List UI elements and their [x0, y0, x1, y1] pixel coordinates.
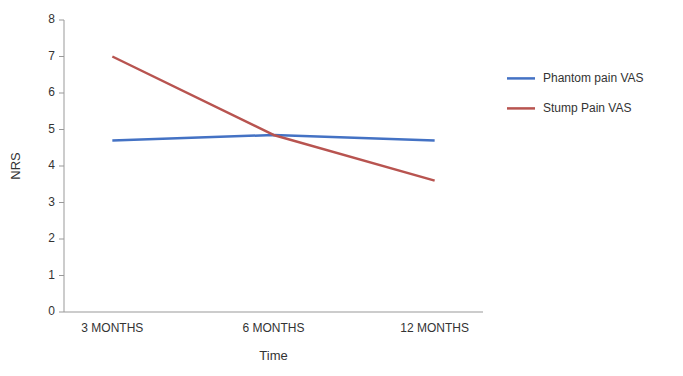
- y-tick-label: 4: [48, 158, 55, 172]
- series-line: [112, 57, 434, 181]
- x-tick-label: 12 MONTHS: [400, 321, 469, 335]
- legend-label: Phantom pain VAS: [543, 71, 644, 85]
- chart-container: 0 1 2 3 4 5 6 7 8 3 MONTHS 6 MONTHS 12 MONTHS Time NR…: [0, 0, 683, 376]
- legend: Phantom pain VAS Stump Pain VAS: [507, 71, 644, 115]
- y-tick: [59, 20, 64, 21]
- y-tick-label: 3: [48, 195, 55, 209]
- y-tick-label: 6: [48, 85, 55, 99]
- y-tick-label: 0: [48, 304, 55, 318]
- y-axis-label: NRS: [8, 152, 23, 180]
- y-tick: [59, 129, 64, 130]
- y-tick-label: 5: [48, 122, 55, 136]
- y-tick-label: 7: [48, 49, 55, 63]
- x-tick-label: 3 MONTHS: [81, 321, 143, 335]
- x-axis-line: [64, 312, 483, 313]
- y-tick: [59, 275, 64, 276]
- legend-label: Stump Pain VAS: [543, 101, 632, 115]
- y-tick-label: 2: [48, 231, 55, 245]
- legend-swatch: [507, 77, 535, 80]
- y-tick: [59, 166, 64, 167]
- legend-swatch: [507, 107, 535, 110]
- plot-area: [112, 57, 434, 181]
- y-tick: [59, 56, 64, 57]
- chart-svg: 0 1 2 3 4 5 6 7 8 3 MONTHS 6 MONTHS 12 MONTHS Time NR…: [0, 0, 683, 376]
- y-tick-label: 1: [48, 268, 55, 282]
- y-tick: [59, 312, 64, 313]
- y-tick-label: 8: [48, 12, 55, 26]
- y-tick: [59, 202, 64, 203]
- y-tick: [59, 239, 64, 240]
- y-tick: [59, 93, 64, 94]
- x-tick-label: 6 MONTHS: [242, 321, 304, 335]
- x-axis-label: Time: [259, 348, 287, 363]
